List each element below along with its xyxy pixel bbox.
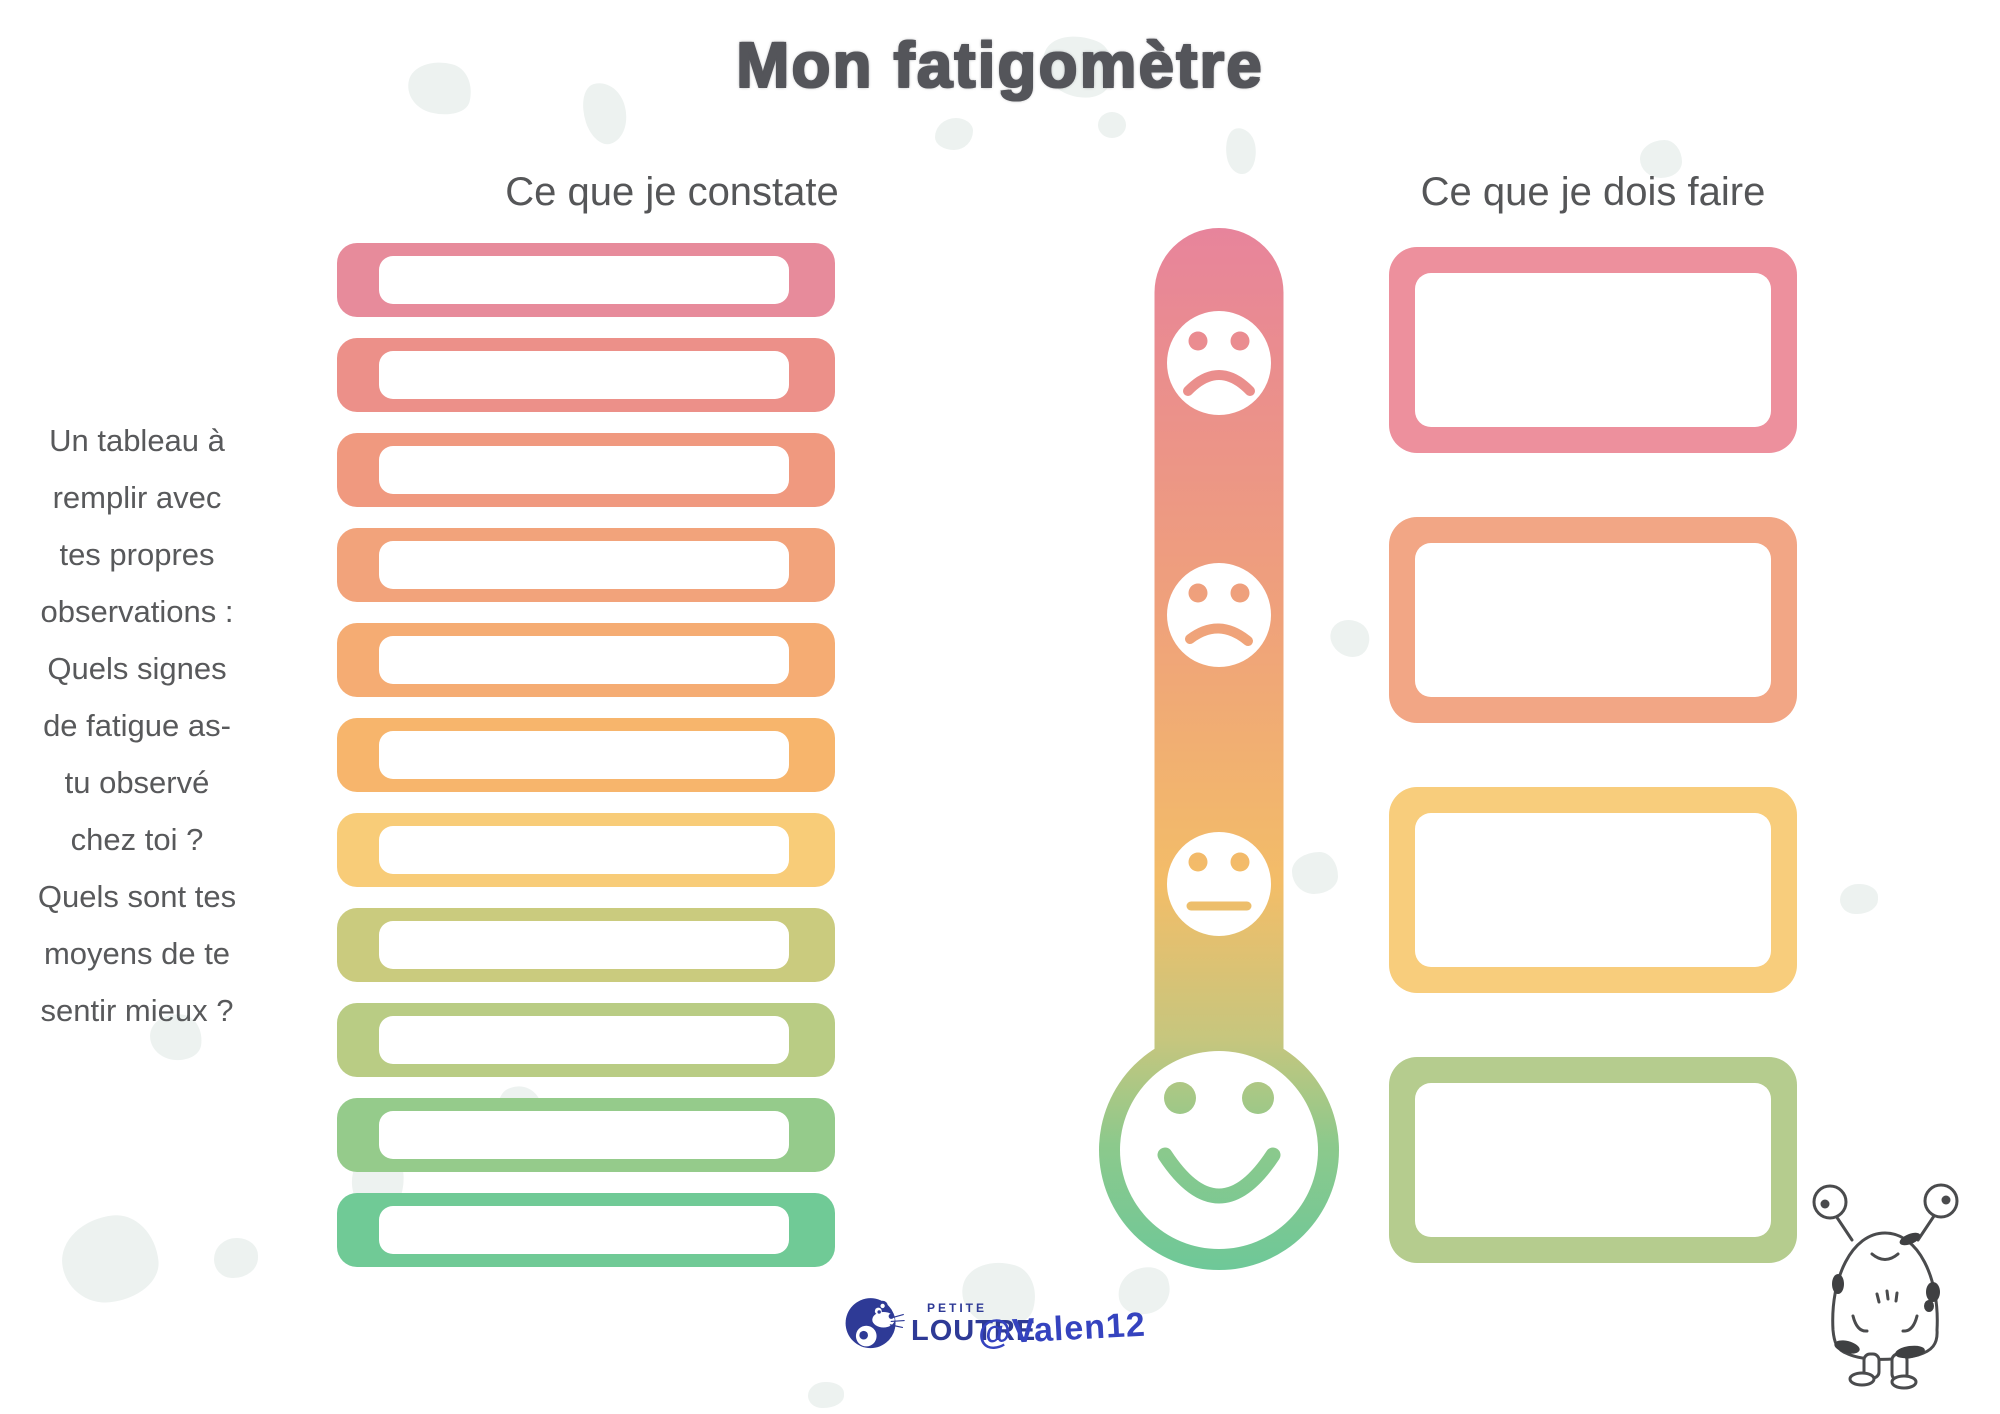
observation-bars	[337, 243, 835, 1288]
neutral-face-icon	[1167, 832, 1271, 936]
splatter-blob	[214, 1238, 258, 1278]
observation-input[interactable]	[379, 256, 789, 304]
observed-column-header: Ce que je constate	[505, 170, 839, 214]
brand-text: PETITE LOUTRE	[911, 1302, 1036, 1346]
observation-bar	[337, 528, 835, 602]
splatter-blob	[57, 1211, 163, 1307]
observation-input[interactable]	[379, 1016, 789, 1064]
happy-face-icon	[1120, 1051, 1318, 1249]
sad-face-icon	[1167, 563, 1271, 667]
observation-input[interactable]	[379, 921, 789, 969]
otter-icon	[845, 1298, 905, 1349]
thermometer-tube	[1154, 228, 1284, 1158]
observation-input[interactable]	[379, 1206, 789, 1254]
splatter-blob	[1840, 884, 1878, 914]
observation-bar	[337, 243, 835, 317]
observation-bar	[337, 1003, 835, 1077]
splatter-blob	[1222, 125, 1260, 177]
observation-input[interactable]	[379, 446, 789, 494]
brand-word-loutre: LOUTRE	[911, 1315, 1037, 1347]
observation-bar	[337, 908, 835, 982]
observation-bar	[337, 338, 835, 412]
observation-bar	[337, 1098, 835, 1172]
action-input[interactable]	[1415, 273, 1771, 427]
splatter-blob	[808, 1382, 844, 1408]
observation-bar	[337, 813, 835, 887]
observation-bar	[337, 718, 835, 792]
action-input[interactable]	[1415, 1083, 1771, 1237]
intro-text: Un tableau à remplir avec tes propres ob…	[37, 423, 237, 1028]
very-sad-face-icon	[1167, 311, 1271, 415]
page-title: Mon fatigomètre	[736, 29, 1264, 101]
splatter-blob	[1098, 112, 1126, 138]
monster-doodle	[1812, 1183, 1959, 1390]
observation-input[interactable]	[379, 826, 789, 874]
brand-logo: PETITE LOUTRE	[843, 1295, 1036, 1353]
observation-input[interactable]	[379, 636, 789, 684]
action-boxes	[1389, 247, 1797, 1327]
action-input[interactable]	[1415, 543, 1771, 697]
action-box	[1389, 517, 1797, 723]
action-box	[1389, 1057, 1797, 1263]
social-handle: @Valen12	[977, 1305, 1147, 1353]
observation-input[interactable]	[379, 1111, 789, 1159]
action-box	[1389, 787, 1797, 993]
brand-word-petite: PETITE	[927, 1301, 988, 1315]
actions-column-header: Ce que je dois faire	[1420, 170, 1766, 214]
action-input[interactable]	[1415, 813, 1771, 967]
observation-bar	[337, 623, 835, 697]
observation-bar	[337, 433, 835, 507]
observation-input[interactable]	[379, 731, 789, 779]
observation-input[interactable]	[379, 541, 789, 589]
observation-bar	[337, 1193, 835, 1267]
observation-input[interactable]	[379, 351, 789, 399]
fatigue-thermometer	[1099, 228, 1339, 1270]
action-box	[1389, 247, 1797, 453]
splatter-blob	[935, 118, 973, 150]
